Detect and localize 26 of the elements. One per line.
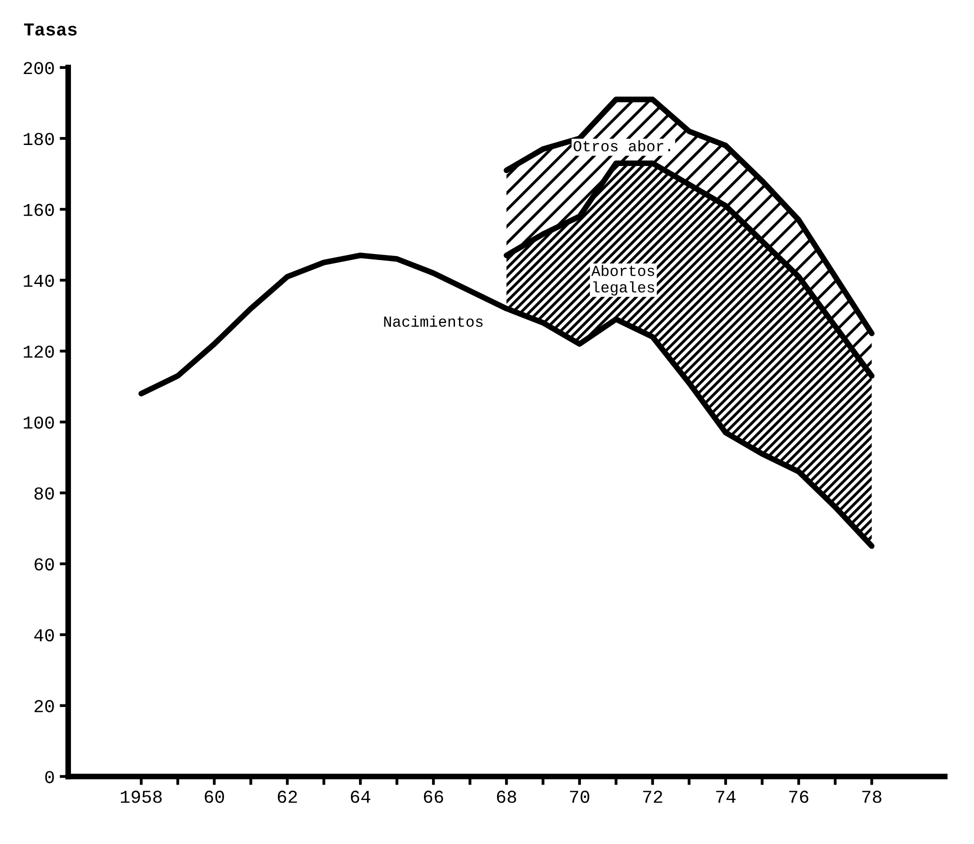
y-tick-label: 80 <box>34 487 54 500</box>
x-tick-label: 60 <box>204 790 224 803</box>
y-tick-label: 180 <box>24 132 54 146</box>
x-tick-label: 70 <box>570 790 590 803</box>
y-tick-label: 60 <box>34 558 54 571</box>
y-tick-label: 100 <box>24 416 54 429</box>
x-tick-label: 74 <box>716 790 736 803</box>
x-tick-label: 62 <box>278 790 297 803</box>
x-tick-label: 64 <box>350 790 370 803</box>
x-tick-label: 66 <box>424 790 444 803</box>
x-tick-label: 68 <box>496 790 516 803</box>
x-tick-label: 72 <box>643 790 662 803</box>
x-tick-label: 78 <box>862 790 882 803</box>
y-tick-label: 160 <box>24 204 54 216</box>
y-tick-label: 20 <box>34 700 54 712</box>
series-label: Nacimientos <box>384 316 483 327</box>
series-label: Abortos legales <box>591 264 654 296</box>
x-tick-label: 1958 <box>120 790 162 803</box>
y-tick-label: 40 <box>34 629 54 642</box>
x-tick-label: 76 <box>789 790 808 803</box>
y-tick-label: 140 <box>24 274 54 287</box>
y-axis-title: Tasas <box>24 24 77 36</box>
y-tick-label: 200 <box>24 62 54 74</box>
y-tick-label: 0 <box>45 770 54 784</box>
series-label: Otros abor. <box>574 140 670 152</box>
y-tick-label: 120 <box>24 346 54 358</box>
